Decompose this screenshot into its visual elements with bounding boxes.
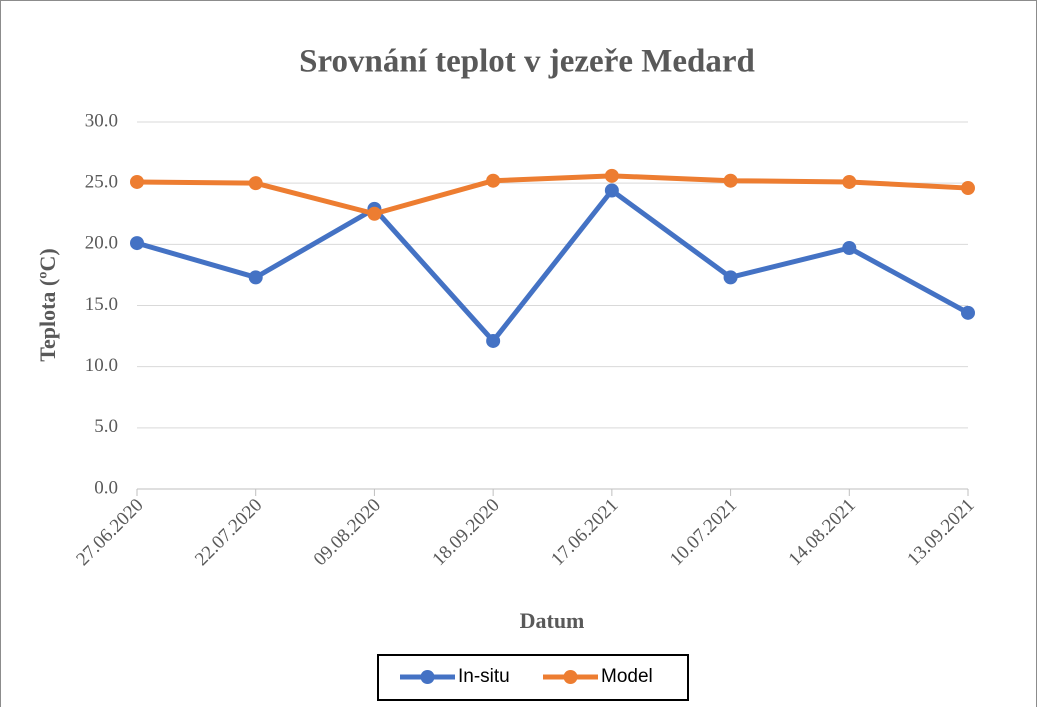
data-point (486, 173, 501, 188)
data-point (604, 168, 619, 183)
legend-label: In-situ (458, 666, 510, 687)
y-tick-label: 5.0 (94, 416, 118, 437)
data-point (842, 174, 857, 189)
chart-title: Srovnání teplot v jezeře Medard (299, 44, 755, 80)
x-axis-title: Datum (520, 608, 585, 633)
legend-marker (563, 670, 578, 684)
data-point (367, 206, 382, 221)
y-tick-label: 0.0 (94, 477, 118, 498)
series-line (136, 188, 970, 344)
y-tick-label: 10.0 (85, 355, 118, 376)
y-axis-title: Teplota (ºC) (35, 248, 60, 361)
data-point (248, 270, 263, 285)
y-tick-label: 15.0 (85, 294, 118, 315)
y-tick-label: 20.0 (85, 233, 118, 254)
data-point (486, 333, 501, 348)
series-line (136, 173, 969, 217)
legend-label: Model (601, 666, 653, 687)
data-point (130, 236, 144, 251)
legend-marker (420, 670, 435, 684)
data-point (130, 174, 144, 189)
data-point (961, 181, 975, 196)
data-point (248, 176, 263, 191)
y-tick-label: 30.0 (85, 110, 118, 131)
data-point (723, 173, 738, 188)
y-tick-label: 25.0 (85, 172, 118, 193)
data-point (961, 305, 975, 320)
data-point (604, 183, 619, 198)
data-point (723, 270, 738, 285)
data-point (842, 241, 857, 256)
